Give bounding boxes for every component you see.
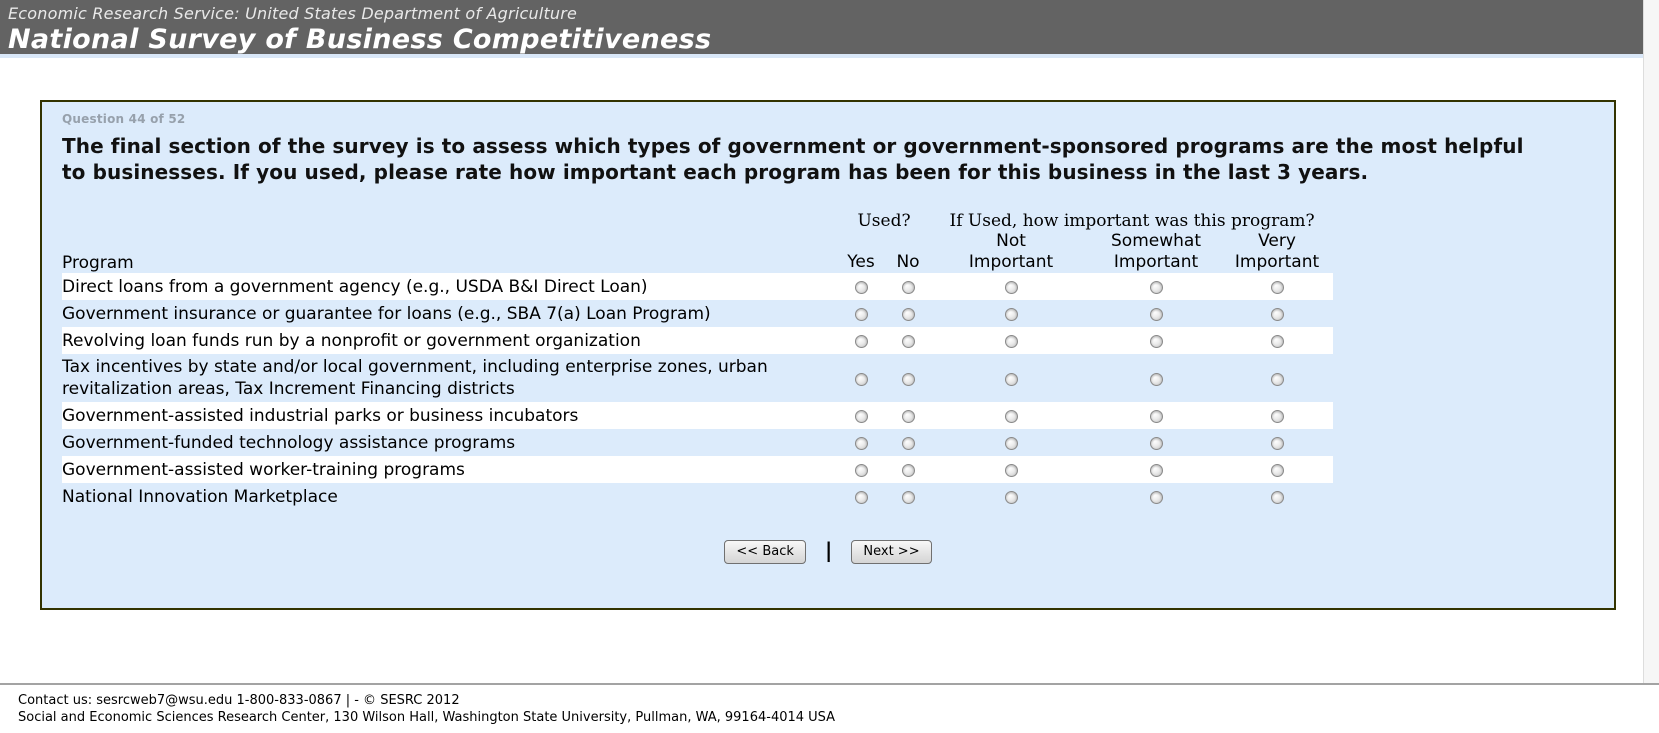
radio-used-yes[interactable]: [854, 464, 868, 477]
footer-address-line: Social and Economic Sciences Research Ce…: [18, 710, 836, 725]
radio-used-no[interactable]: [901, 437, 915, 450]
radio-used-yes[interactable]: [854, 437, 868, 450]
radio-used-no[interactable]: [901, 464, 915, 477]
radio-importance-very[interactable]: [1270, 308, 1284, 321]
table-row: Government insurance or guarantee for lo…: [62, 300, 1333, 327]
radio-used-yes[interactable]: [854, 335, 868, 348]
program-label: Revolving loan funds run by a nonprofit …: [62, 327, 837, 354]
radio-importance-somewhat[interactable]: [1149, 335, 1163, 348]
table-row: National Innovation Marketplace: [62, 483, 1333, 510]
back-button[interactable]: << Back: [724, 539, 806, 564]
radio-importance-very[interactable]: [1270, 491, 1284, 504]
radio-importance-not[interactable]: [1004, 281, 1018, 294]
question-text: The final section of the survey is to as…: [62, 134, 1524, 184]
group-header-row: Used? If Used, how important was this pr…: [62, 211, 1333, 231]
radio-used-no[interactable]: [901, 335, 915, 348]
radio-importance-very[interactable]: [1270, 372, 1284, 386]
radio-used-yes[interactable]: [854, 308, 868, 321]
radio-importance-somewhat[interactable]: [1149, 491, 1163, 504]
radio-importance-somewhat[interactable]: [1149, 437, 1163, 450]
very-important-column-header: Very Important: [1234, 231, 1320, 272]
radio-importance-not[interactable]: [1004, 372, 1018, 386]
radio-importance-not[interactable]: [1004, 491, 1018, 504]
somewhat-important-column-header: Somewhat Important: [1111, 231, 1201, 272]
radio-importance-not[interactable]: [1004, 335, 1018, 348]
program-rating-table: Used? If Used, how important was this pr…: [62, 211, 1334, 510]
radio-used-no[interactable]: [901, 308, 915, 321]
not-important-column-header: Not Important: [968, 231, 1054, 272]
radio-used-no[interactable]: [901, 410, 915, 423]
yes-column-header: Yes: [847, 252, 875, 272]
column-header-row: Program Yes No Not Important Somewhat Im…: [62, 231, 1333, 273]
table-row: Government-funded technology assistance …: [62, 429, 1333, 456]
importance-group-header: If Used, how important was this program?: [949, 211, 1315, 231]
used-group-header: Used?: [857, 211, 911, 231]
program-label: Direct loans from a government agency (e…: [62, 273, 837, 300]
table-row: Tax incentives by state and/or local gov…: [62, 354, 1333, 402]
radio-importance-very[interactable]: [1270, 464, 1284, 477]
table-row: Revolving loan funds run by a nonprofit …: [62, 327, 1334, 354]
radio-importance-very[interactable]: [1270, 281, 1284, 294]
radio-importance-not[interactable]: [1004, 410, 1018, 423]
radio-used-yes[interactable]: [854, 372, 868, 386]
page-title: National Survey of Business Competitiven…: [8, 24, 712, 55]
radio-importance-very[interactable]: [1270, 335, 1284, 348]
radio-importance-very[interactable]: [1270, 410, 1284, 423]
radio-importance-somewhat[interactable]: [1149, 308, 1163, 321]
radio-importance-not[interactable]: [1004, 464, 1018, 477]
app-header: Economic Research Service: United States…: [0, 0, 1643, 58]
page-footer: Contact us: sesrcweb7@wsu.edu 1-800-833-…: [0, 683, 1659, 733]
vertical-scrollbar[interactable]: [1643, 0, 1659, 733]
radio-used-no[interactable]: [901, 281, 915, 294]
radio-importance-very[interactable]: [1270, 437, 1284, 450]
radio-used-yes[interactable]: [854, 410, 868, 423]
program-label: Tax incentives by state and/or local gov…: [62, 357, 768, 399]
next-button[interactable]: Next >>: [851, 539, 932, 564]
program-column-header: Program: [62, 253, 134, 273]
survey-panel: Question 44 of 52 The final section of t…: [40, 100, 1616, 610]
radio-used-yes[interactable]: [854, 281, 868, 294]
radio-importance-somewhat[interactable]: [1149, 281, 1163, 294]
radio-importance-somewhat[interactable]: [1149, 372, 1163, 386]
footer-contact-line: Contact us: sesrcweb7@wsu.edu 1-800-833-…: [18, 693, 460, 708]
program-label: Government-assisted worker-training prog…: [62, 456, 837, 483]
button-separator: |: [824, 538, 833, 562]
radio-used-no[interactable]: [901, 372, 915, 386]
radio-importance-somewhat[interactable]: [1149, 464, 1163, 477]
radio-importance-not[interactable]: [1004, 308, 1018, 321]
agency-line: Economic Research Service: United States…: [8, 4, 578, 23]
radio-used-yes[interactable]: [854, 491, 868, 504]
program-label: Government-assisted industrial parks or …: [62, 402, 837, 429]
program-label: National Innovation Marketplace: [62, 486, 338, 507]
no-column-header: No: [896, 252, 920, 272]
program-label: Government insurance or guarantee for lo…: [62, 303, 711, 324]
question-progress-label: Question 44 of 52: [62, 112, 186, 126]
table-row: Government-assisted worker-training prog…: [62, 456, 1334, 483]
radio-importance-somewhat[interactable]: [1149, 410, 1163, 423]
table-row: Government-assisted industrial parks or …: [62, 402, 1334, 429]
table-row: Direct loans from a government agency (e…: [62, 273, 1334, 300]
radio-importance-not[interactable]: [1004, 437, 1018, 450]
navigation-buttons: << Back | Next >>: [62, 538, 1594, 564]
radio-used-no[interactable]: [901, 491, 915, 504]
program-label: Government-funded technology assistance …: [62, 432, 516, 453]
